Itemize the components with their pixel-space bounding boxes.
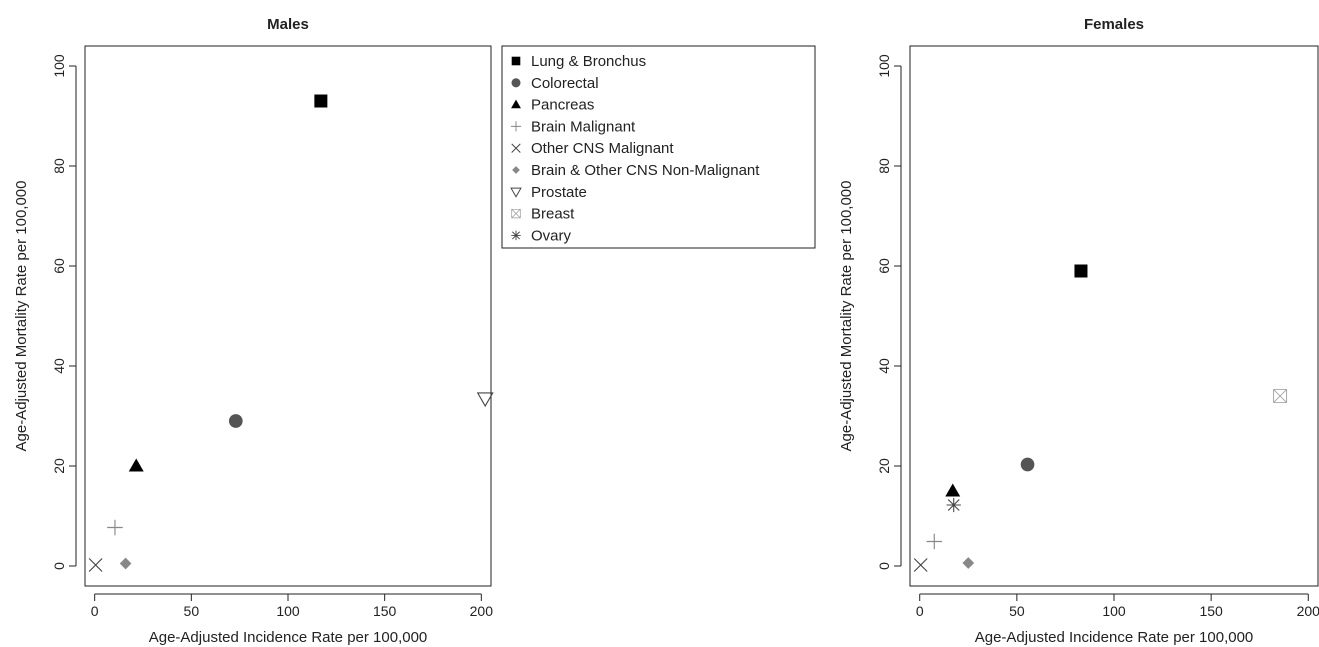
legend-symbol-other-cns-malignant <box>511 143 521 153</box>
males-y-tick-label: 60 <box>51 258 67 274</box>
females-y-tick-label: 80 <box>876 158 892 174</box>
females-panel: Females Age-Adjusted Incidence Rate per … <box>838 16 1319 646</box>
legend-label-prostate: Prostate <box>531 184 587 201</box>
legend-symbol-pancreas <box>511 99 521 109</box>
legend-label-brain-and-other-cns-non-malignant: Brain & Other CNS Non-Malignant <box>531 162 760 179</box>
legend-label-lung-and-bronchus: Lung & Bronchus <box>531 53 646 70</box>
males-point-other-cns-malignant <box>88 558 103 572</box>
males-panel: Males Age-Adjusted Incidence Rate per 10… <box>13 16 494 646</box>
legend-symbol-prostate <box>510 187 522 198</box>
males-point-lung-and-bronchus <box>314 94 328 108</box>
females-x-axis-label: Age-Adjusted Incidence Rate per 100,000 <box>975 629 1254 646</box>
females-point-pancreas <box>945 483 961 497</box>
males-point-brain-and-other-cns-non-malignant <box>119 557 132 570</box>
females-x-tick-label: 150 <box>1199 603 1223 619</box>
females-y-axis-label: Age-Adjusted Mortality Rate per 100,000 <box>838 181 855 452</box>
legend-label-pancreas: Pancreas <box>531 97 594 114</box>
males-x-tick-label: 50 <box>184 603 200 619</box>
females-point-lung-and-bronchus <box>1074 264 1088 278</box>
males-point-colorectal <box>228 414 243 428</box>
males-point-brain-malignant <box>107 519 123 536</box>
females-plot-frame <box>909 45 1319 587</box>
females-point-colorectal <box>1020 457 1035 472</box>
legend-symbol-colorectal <box>511 78 521 88</box>
legend-label-ovary: Ovary <box>531 227 572 244</box>
legend-symbol-brain-and-other-cns-non-malignant <box>512 166 520 174</box>
legend-label-colorectal: Colorectal <box>531 75 599 92</box>
males-y-tick-label: 40 <box>51 358 67 374</box>
males-plot-frame <box>84 45 492 587</box>
legend-symbol-ovary <box>511 230 521 241</box>
females-y-tick-label: 60 <box>876 258 892 274</box>
females-x-tick-label: 50 <box>1009 603 1025 619</box>
females-data-points <box>913 264 1288 572</box>
females-x-tick-label: 0 <box>916 603 924 619</box>
males-y-axis-label: Age-Adjusted Mortality Rate per 100,000 <box>13 181 30 452</box>
males-x-axis-label: Age-Adjusted Incidence Rate per 100,000 <box>149 629 428 646</box>
females-point-brain-malignant <box>926 533 943 550</box>
males-axis-ticks: 0 50 100 150 200 0 20 40 60 80 100 <box>51 54 493 619</box>
males-x-tick-label: 200 <box>470 603 494 619</box>
legend-symbol-brain-malignant <box>510 121 522 132</box>
males-point-prostate <box>476 392 494 408</box>
females-y-tick-label: 40 <box>876 358 892 374</box>
males-point-pancreas <box>128 458 144 472</box>
males-x-tick-label: 150 <box>373 603 397 619</box>
males-y-tick-label: 80 <box>51 158 67 174</box>
females-point-brain-and-other-cns-non-malignant <box>962 557 975 569</box>
legend-label-other-cns-malignant: Other CNS Malignant <box>531 140 674 157</box>
females-x-tick-label: 100 <box>1102 603 1126 619</box>
males-y-tick-label: 0 <box>51 562 67 570</box>
males-y-tick-label: 20 <box>51 458 67 474</box>
legend-symbol-lung-and-bronchus <box>511 56 521 66</box>
females-axis-ticks: 0 50 100 150 200 0 20 40 60 80 100 <box>876 54 1319 619</box>
legend-items: Lung & Bronchus Colorectal Pancreas Brain M… <box>510 53 760 244</box>
males-x-tick-label: 0 <box>91 603 99 619</box>
females-x-tick-label: 200 <box>1297 603 1319 619</box>
females-y-tick-label: 20 <box>876 458 892 474</box>
legend: Lung & Bronchus Colorectal Pancreas Brain M… <box>501 45 816 249</box>
legend-label-breast: Breast <box>531 206 575 223</box>
males-x-tick-label: 100 <box>276 603 300 619</box>
males-data-points <box>88 94 494 572</box>
females-point-other-cns-malignant <box>913 558 928 572</box>
females-title: Females <box>1084 16 1144 33</box>
females-y-tick-label: 100 <box>876 54 892 78</box>
males-y-tick-label: 100 <box>51 54 67 78</box>
legend-label-brain-malignant: Brain Malignant <box>531 118 636 135</box>
females-point-ovary <box>946 497 961 513</box>
females-y-tick-label: 0 <box>876 562 892 570</box>
males-title: Males <box>267 16 309 33</box>
females-point-breast <box>1273 389 1288 403</box>
legend-symbol-breast <box>511 208 521 219</box>
legend-box <box>501 45 816 249</box>
